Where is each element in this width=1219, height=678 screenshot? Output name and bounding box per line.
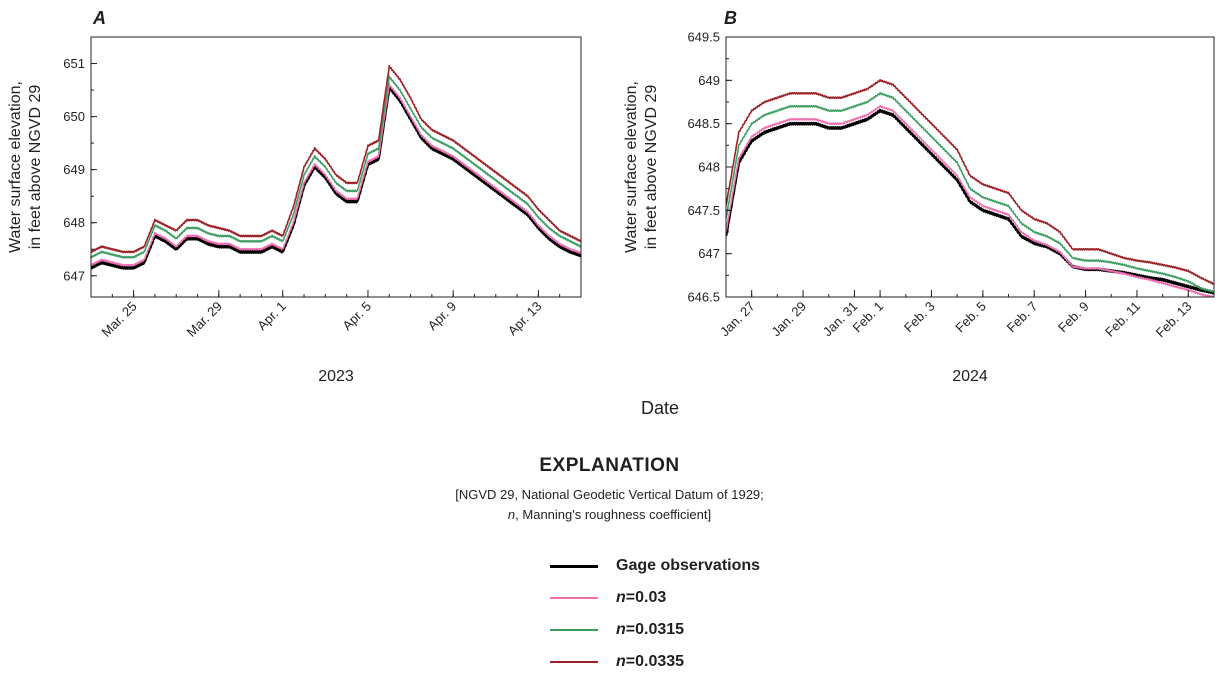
y-tick-label: 649: [698, 73, 720, 88]
y-tick-label: 647.5: [687, 203, 720, 218]
x-tick-label: Feb. 3: [901, 299, 938, 336]
x-tick-label: Jan. 29: [768, 299, 809, 340]
legend-label-n003: n=0.03: [616, 589, 667, 606]
x-tick-label: Feb. 9: [1055, 299, 1092, 336]
explanation-note-n: n: [507, 507, 516, 522]
y-tick-label: 648: [698, 160, 720, 175]
series-line-b-1: [726, 104, 1214, 297]
explanation-title: EXPLANATION: [539, 455, 680, 476]
y-tick-label: 647: [698, 246, 720, 261]
y-tick-label: 649: [63, 162, 85, 177]
shared-x-axis-label: Date: [641, 398, 679, 418]
explanation-note-rest: , Manning's roughness coefficient]: [515, 507, 712, 522]
y-axis-label-line1: Water surface elevation,: [623, 81, 640, 253]
plot-frame-a: [90, 36, 582, 298]
series-line-a-0: [91, 85, 581, 270]
x-tick-label: Feb. 7: [1004, 299, 1041, 336]
y-axis-label-line2: in feet above NGVD 29: [27, 85, 44, 250]
x-tick-label: Apr. 5: [339, 299, 374, 334]
x-tick-label: Apr. 9: [425, 299, 460, 334]
x-axis-year-label: 2023: [318, 368, 354, 385]
x-tick-label: Jan. 27: [717, 299, 758, 340]
x-tick-label: Feb. 13: [1153, 299, 1195, 341]
panel-b-chart: B 646.5 647 647.5 648 648.5 649 649.5 Jan. 27 Jan…: [623, 8, 1215, 385]
series-line-a-2: [91, 75, 581, 259]
x-tick-label: Feb. 11: [1102, 299, 1143, 340]
series-line-b-2: [726, 91, 1214, 293]
explanation-legend: EXPLANATION [NGVD 29, National Geodetic …: [0, 455, 1219, 670]
legend-label-n00315: n=0.0315: [616, 621, 685, 638]
legend-label-gage: Gage observations: [616, 557, 761, 574]
plot-frame-b: [725, 36, 1215, 298]
legend-item-gage: Gage observations: [550, 550, 760, 582]
y-axis-label-line2: in feet above NGVD 29: [643, 85, 660, 250]
panel-letter-b: B: [724, 8, 737, 28]
legend-swatch-gage: [550, 564, 598, 568]
legend-swatch-n003: [550, 597, 598, 599]
x-tick-label: Mar. 29: [184, 299, 225, 340]
y-tick-label: 649.5: [687, 30, 720, 45]
legend-item-n00335: n=0.0335: [550, 646, 760, 678]
y-tick-label: 647: [63, 268, 85, 283]
explanation-note-line1: [NGVD 29, National Geodetic Vertical Dat…: [455, 487, 764, 502]
series-line-b-0: [726, 108, 1214, 295]
x-tick-label: Mar. 25: [98, 299, 139, 340]
legend-swatch-n00335: [550, 661, 598, 663]
series-line-a-3: [91, 64, 581, 254]
series-line-b-3: [726, 78, 1214, 285]
explanation-note-line2: n, Manning's roughness coefficient]: [0, 505, 1219, 525]
legend-swatch-n00315: [550, 629, 598, 631]
y-tick-label: 648.5: [687, 116, 720, 131]
x-tick-label: Feb. 5: [952, 299, 989, 336]
explanation-note: [NGVD 29, National Geodetic Vertical Dat…: [0, 485, 1219, 525]
legend-item-n00315: n=0.0315: [550, 614, 760, 646]
x-tick-label: Apr. 1: [254, 299, 289, 334]
series-line-a-1: [91, 83, 581, 267]
x-tick-label: Apr. 13: [505, 299, 545, 339]
legend-items: Gage observations n=0.03 n=0.0315 n=0.03…: [550, 550, 760, 678]
x-axis-year-label: 2024: [952, 368, 988, 385]
y-axis-label-line1: Water surface elevation,: [7, 81, 24, 253]
panel-a-chart: A 647 648 649 650 651 Mar. 25 Mar. 29 Apr. 1 Apr.…: [7, 8, 582, 385]
y-tick-label: 646.5: [687, 290, 720, 305]
y-tick-label: 648: [63, 215, 85, 230]
panel-letter-a: A: [92, 8, 106, 28]
legend-label-n00335: n=0.0335: [616, 653, 685, 670]
y-tick-label: 651: [63, 56, 85, 71]
y-tick-label: 650: [63, 109, 85, 124]
legend-item-n003: n=0.03: [550, 582, 760, 614]
